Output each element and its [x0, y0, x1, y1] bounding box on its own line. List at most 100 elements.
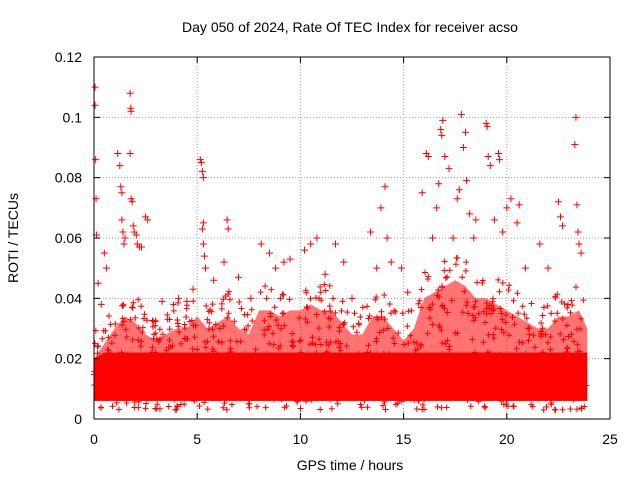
band-marker: [485, 388, 492, 395]
data-point: [183, 297, 191, 305]
band-marker: [221, 378, 228, 385]
band-marker: [163, 359, 170, 366]
band-marker: [163, 373, 170, 380]
band-marker: [101, 370, 108, 377]
band-marker: [160, 377, 167, 384]
band-marker: [171, 396, 178, 403]
dense-point-core: [94, 352, 588, 401]
band-marker: [135, 404, 142, 411]
band-marker: [277, 295, 284, 302]
band-marker: [333, 395, 340, 402]
band-marker: [359, 304, 366, 311]
band-marker: [183, 336, 190, 343]
band-marker: [583, 382, 590, 389]
band-marker: [333, 359, 340, 366]
band-marker: [205, 351, 212, 358]
band-marker: [516, 338, 523, 345]
band-marker: [326, 323, 333, 330]
data-point: [257, 240, 265, 248]
band-marker: [317, 377, 324, 384]
band-marker: [469, 312, 476, 319]
band-marker: [248, 306, 255, 313]
band-marker: [149, 380, 156, 387]
band-marker: [225, 353, 232, 360]
band-marker: [270, 341, 277, 348]
band-marker: [206, 379, 213, 386]
band-marker: [337, 381, 344, 388]
band-marker: [136, 352, 143, 359]
band-marker: [492, 325, 499, 332]
band-marker: [317, 406, 324, 413]
band-marker: [286, 382, 293, 389]
band-marker: [395, 329, 402, 336]
band-marker: [497, 305, 504, 312]
band-marker: [564, 301, 571, 308]
band-marker: [540, 304, 547, 311]
band-marker: [246, 400, 253, 407]
band-marker: [138, 363, 145, 370]
band-marker: [321, 308, 328, 315]
band-marker: [483, 300, 490, 307]
band-marker: [152, 369, 159, 376]
band-marker: [177, 340, 184, 347]
band-marker: [142, 405, 149, 412]
band-marker: [238, 305, 245, 312]
band-marker: [464, 397, 471, 404]
band-marker: [273, 316, 280, 323]
band-marker: [434, 292, 441, 299]
band-marker: [236, 384, 243, 391]
band-marker: [166, 376, 173, 383]
band-marker: [540, 406, 547, 413]
band-marker: [218, 339, 225, 346]
data-point: [199, 240, 207, 248]
band-marker: [416, 397, 423, 404]
band-marker: [327, 396, 334, 403]
band-marker: [120, 301, 127, 308]
band-marker: [521, 311, 528, 318]
band-marker: [392, 394, 399, 401]
band-marker: [489, 295, 496, 302]
band-marker: [94, 343, 101, 350]
band-marker: [484, 359, 491, 366]
band-marker: [515, 310, 522, 317]
data-point: [459, 144, 467, 151]
band-marker: [390, 335, 397, 342]
band-marker: [329, 368, 336, 375]
band-marker: [104, 359, 111, 366]
band-marker: [235, 370, 242, 377]
data-point: [223, 216, 231, 224]
band-marker: [280, 291, 287, 298]
data-point: [404, 288, 412, 296]
band-marker: [523, 315, 530, 322]
band-marker: [444, 337, 451, 344]
band-marker: [488, 303, 495, 310]
x-tick-label: 15: [396, 431, 412, 447]
band-marker: [359, 356, 366, 363]
data-point: [377, 204, 385, 212]
band-marker: [381, 395, 388, 402]
band-marker: [544, 339, 551, 346]
band-marker: [379, 353, 386, 360]
band-marker: [448, 297, 455, 304]
chart-title: Day 050 of 2024, Rate Of TEC Index for r…: [182, 19, 518, 35]
band-marker: [382, 406, 389, 413]
band-marker: [557, 359, 564, 366]
band-marker: [453, 255, 460, 262]
data-point: [97, 300, 105, 308]
band-marker: [225, 310, 232, 317]
band-marker: [108, 366, 115, 373]
data-point: [571, 140, 579, 148]
band-marker: [355, 378, 362, 385]
band-marker: [457, 386, 464, 393]
band-marker: [343, 378, 350, 385]
band-marker: [490, 335, 497, 342]
band-marker: [480, 387, 487, 394]
band-marker: [463, 302, 470, 309]
band-marker: [188, 354, 195, 361]
data-point: [200, 252, 208, 260]
band-marker: [416, 387, 423, 394]
band-marker: [471, 364, 478, 371]
band-marker: [216, 395, 223, 402]
band-marker: [441, 258, 448, 265]
band-marker: [161, 382, 168, 389]
